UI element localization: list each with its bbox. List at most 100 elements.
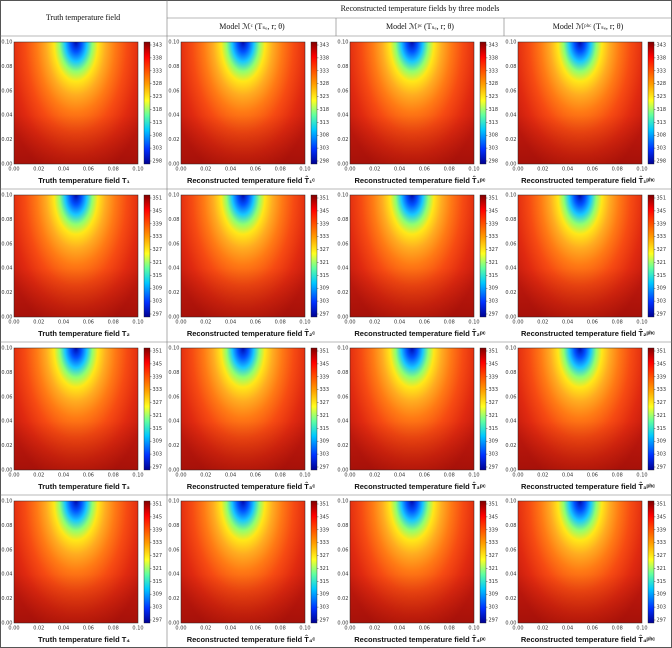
colorbar-tick-label: 339 [153, 374, 163, 380]
colorbar-tick-label: 327 [320, 553, 330, 559]
y-tick-label: 0.10 [505, 193, 516, 199]
colorbar-tick-label: 313 [489, 120, 499, 126]
colorbar-tick-label: 298 [320, 159, 330, 165]
colorbar-tick-label: 345 [153, 514, 163, 520]
colorbar-tick-label: 323 [153, 94, 163, 100]
x-tick-label: 0.08 [108, 473, 119, 479]
y-tick-label: 0.02 [505, 443, 516, 449]
colorbar-tick-label: 328 [320, 81, 330, 87]
colorbar-tick-label: 323 [489, 94, 499, 100]
colorbar-tick-label: 309 [489, 439, 499, 445]
colorbar-tick-label: 309 [489, 592, 499, 598]
colorbar-tick-label: 338 [153, 55, 163, 61]
colorbar-tick-label: 351 [489, 349, 499, 355]
colorbar-tick-label: 327 [657, 400, 667, 406]
colorbar-tick-label: 345 [657, 514, 667, 520]
x-tick-label: 0.10 [636, 320, 647, 326]
plot-frame [13, 347, 139, 471]
y-tick-label: 0.04 [337, 419, 348, 425]
colorbar-tick-label: 303 [489, 299, 499, 305]
colorbar [647, 347, 655, 471]
y-tick-label: 0.02 [337, 137, 348, 143]
colorbar-tick-label: 339 [657, 221, 667, 227]
colorbar-tick-label: 303 [489, 452, 499, 458]
x-tick-label: 0.00 [8, 167, 19, 173]
plot-frame [349, 194, 475, 318]
colorbar-tick-label: 345 [489, 514, 499, 520]
y-tick-label: 0.08 [505, 64, 516, 70]
colorbar-tick-label: 339 [320, 221, 330, 227]
colorbar-tick-label: 327 [153, 400, 163, 406]
x-tick-label: 0.10 [468, 167, 479, 173]
field-shade [350, 348, 474, 470]
colorbar [479, 194, 487, 318]
panel-caption: Reconstructed temperature field T̂₄ᵖᶜ [354, 635, 486, 644]
y-tick-label: 0.02 [505, 290, 516, 296]
x-tick-label: 0.04 [394, 320, 405, 326]
colorbar-tick-label: 315 [489, 273, 499, 279]
colorbar-tick-label: 345 [657, 361, 667, 367]
colorbar-tick-label: 303 [320, 605, 330, 611]
x-tick-label: 0.06 [587, 626, 598, 632]
colorbar-tick-label: 313 [153, 120, 163, 126]
panel-caption: Reconstructed temperature field T̂₄ᵖʰᶜ [521, 635, 655, 644]
x-tick-label: 0.02 [369, 167, 380, 173]
x-tick-label: 0.00 [8, 473, 19, 479]
y-tick-label: 0.00 [1, 621, 12, 627]
colorbar-tick-label: 328 [153, 81, 163, 87]
colorbar-tick-label: 333 [153, 387, 163, 393]
colorbar-tick-label: 303 [657, 146, 667, 152]
y-tick-label: 0.06 [1, 547, 12, 553]
colorbar-tick-label: 351 [320, 196, 330, 202]
colorbar-tick-label: 303 [657, 452, 667, 458]
x-tick-label: 0.00 [175, 167, 186, 173]
x-tick-label: 0.02 [200, 167, 211, 173]
colorbar [310, 347, 318, 471]
colorbar-tick-label: 303 [153, 452, 163, 458]
panel-caption: Reconstructed temperature field T̂₂ᵖʰᶜ [521, 329, 655, 338]
field-shade [181, 195, 305, 317]
y-tick-label: 0.00 [505, 468, 516, 474]
x-tick-label: 0.00 [344, 167, 355, 173]
y-tick-label: 0.00 [505, 621, 516, 627]
colorbar-tick-label: 339 [153, 221, 163, 227]
y-tick-label: 0.00 [168, 621, 179, 627]
colorbar-tick-label: 339 [153, 527, 163, 533]
colorbar-tick-label: 318 [489, 107, 499, 113]
panel-caption: Reconstructed temperature field T̂₁ᵖʰᶜ [521, 176, 655, 185]
x-tick-label: 0.06 [250, 626, 261, 632]
panel-caption: Truth temperature field T₃ [38, 482, 130, 491]
plot-frame [349, 347, 475, 471]
colorbar-tick-label: 298 [657, 159, 667, 165]
y-tick-label: 0.10 [168, 499, 179, 505]
y-tick-label: 0.02 [168, 137, 179, 143]
colorbar-tick-label: 318 [153, 107, 163, 113]
colorbar-tick-label: 327 [320, 247, 330, 253]
x-tick-label: 0.06 [587, 320, 598, 326]
x-tick-label: 0.00 [175, 626, 186, 632]
x-tick-label: 0.06 [83, 320, 94, 326]
y-tick-label: 0.10 [337, 40, 348, 46]
panel-caption: Reconstructed temperature field T̂₁ᵖᶜ [355, 176, 486, 185]
colorbar-tick-label: 309 [320, 439, 330, 445]
colorbar-tick-label: 315 [489, 579, 499, 585]
x-tick-label: 0.06 [250, 473, 261, 479]
colorbar-tick-label: 345 [489, 208, 499, 214]
colorbar-tick-label: 327 [657, 553, 667, 559]
y-tick-label: 0.06 [1, 88, 12, 94]
y-tick-label: 0.04 [168, 419, 179, 425]
x-tick-label: 0.08 [275, 473, 286, 479]
colorbar-tick-label: 309 [153, 439, 163, 445]
x-tick-label: 0.00 [8, 626, 19, 632]
colorbar-tick-label: 338 [320, 55, 330, 61]
y-tick-label: 0.08 [337, 217, 348, 223]
colorbar-tick-label: 315 [657, 579, 667, 585]
colorbar-tick-label: 321 [320, 566, 330, 572]
colorbar-tick-label: 339 [320, 527, 330, 533]
x-tick-label: 0.08 [444, 626, 455, 632]
colorbar-tick-label: 297 [657, 465, 667, 471]
panel-caption: Reconstructed temperature field T̂₂ᵖᶜ [354, 329, 485, 338]
field-shade [14, 348, 138, 470]
x-tick-label: 0.00 [344, 626, 355, 632]
panel-caption: Truth temperature field T₂ [38, 329, 130, 338]
